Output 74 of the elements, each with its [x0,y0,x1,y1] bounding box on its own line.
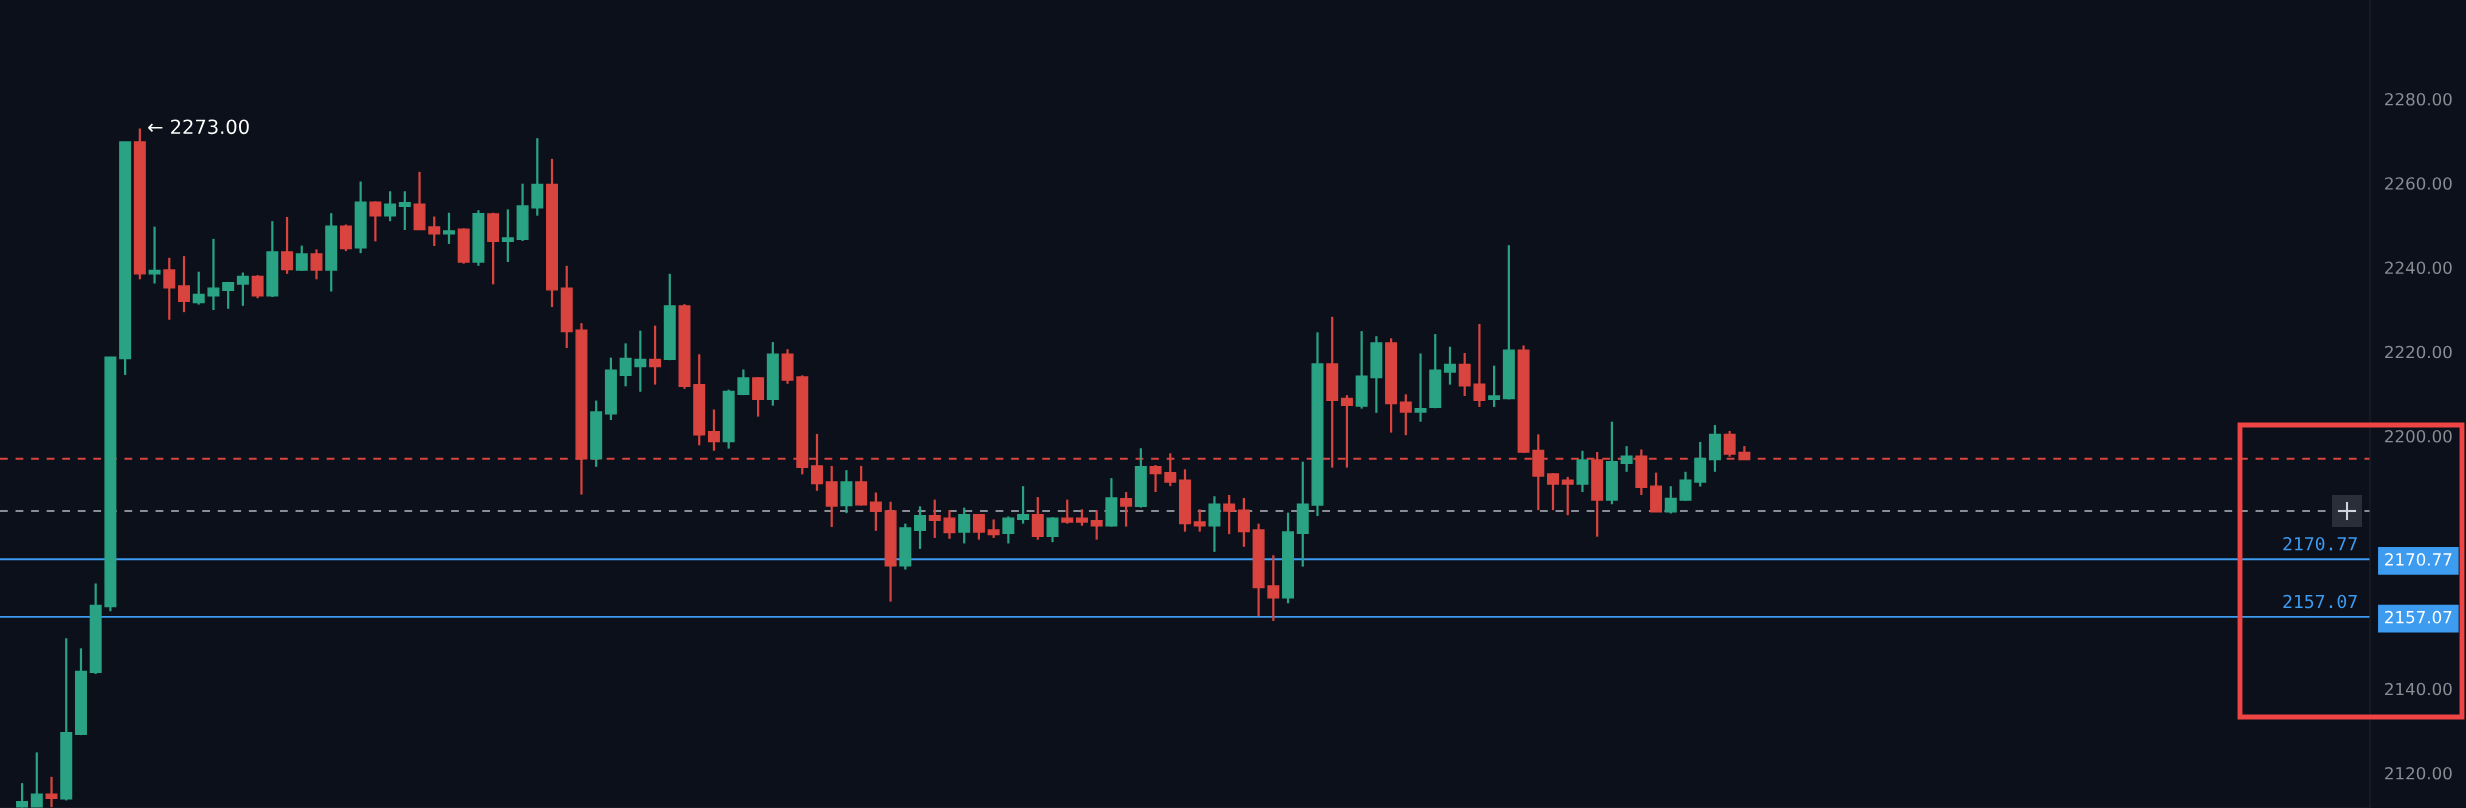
candlestick [1237,496,1250,548]
candlestick [619,342,632,388]
candlestick [339,223,352,253]
candlestick [840,469,853,515]
candlestick [707,408,720,452]
candlestick [1679,470,1692,502]
candlestick [943,509,956,540]
candlestick [928,498,941,540]
ref-line-label: 2157.07 [2283,594,2357,609]
candlestick [1061,498,1074,525]
y-tick-label: 2157.07 [2385,610,2452,624]
candlestick [148,225,161,285]
y-tick-label: 2170.77 [2385,553,2452,566]
candlestick [1267,554,1280,623]
candlestick [1046,516,1059,544]
candlestick [1473,322,1486,409]
candlestick [737,368,750,397]
candlestick [649,324,662,386]
candlestick [384,190,397,223]
candlestick [531,137,544,217]
candlestick [1443,345,1456,386]
y-tick-label: 2120.00 [2385,767,2452,780]
candlestick [236,271,249,307]
candlestick [1090,509,1103,541]
candlestick [501,208,514,264]
candlestick [192,270,205,306]
candlestick [1694,440,1707,488]
candlestick [295,244,308,272]
annotation: ← 2273.00 [148,119,249,135]
y-tick-label: 2220.00 [2385,345,2452,359]
candlestick [1547,471,1560,512]
candlestick [1414,352,1427,423]
candlestick [1031,495,1044,541]
candlestick [310,248,323,281]
candlestick [398,190,411,232]
candlestick [987,518,1000,540]
y-tick-label: 2260.00 [2385,177,2452,190]
candlestick [1002,515,1015,545]
candlestick [1488,364,1501,409]
candlestick [1208,495,1221,553]
y-tick-label: 2140.00 [2385,682,2452,696]
candlestick [369,200,382,243]
candlestick [869,491,882,532]
candlestick [163,256,176,321]
candlestick [16,782,29,808]
candlestick [281,215,294,275]
candlestick [1458,351,1471,398]
candlestick [1399,393,1412,437]
y-tick-label: 2280.00 [2385,92,2452,106]
candlestick [914,505,927,551]
candlestick [1120,490,1133,528]
candlestick [634,329,647,393]
candlestick [207,237,220,312]
candlestick [1223,493,1236,536]
ref-line-label: 2170.77 [2283,536,2357,551]
candlestick [972,512,985,541]
candlestick [1149,463,1162,494]
candlestick [442,211,455,246]
candlestick [1561,475,1574,517]
y-tick-label: 2240.00 [2385,261,2452,275]
candlestick [752,375,765,418]
y-tick-label: 2200.00 [2385,429,2452,443]
candlestick [1193,508,1206,533]
candlestick [251,273,264,300]
candlestick [222,280,235,310]
candlestick [1620,445,1633,473]
candlestick [428,215,441,248]
candlestick [1017,485,1030,525]
candlestick [1664,485,1677,515]
candlestick [958,506,971,545]
candlestick [30,751,43,808]
candlestick [178,255,191,314]
candlestick [855,464,868,507]
candlestick [45,775,58,808]
